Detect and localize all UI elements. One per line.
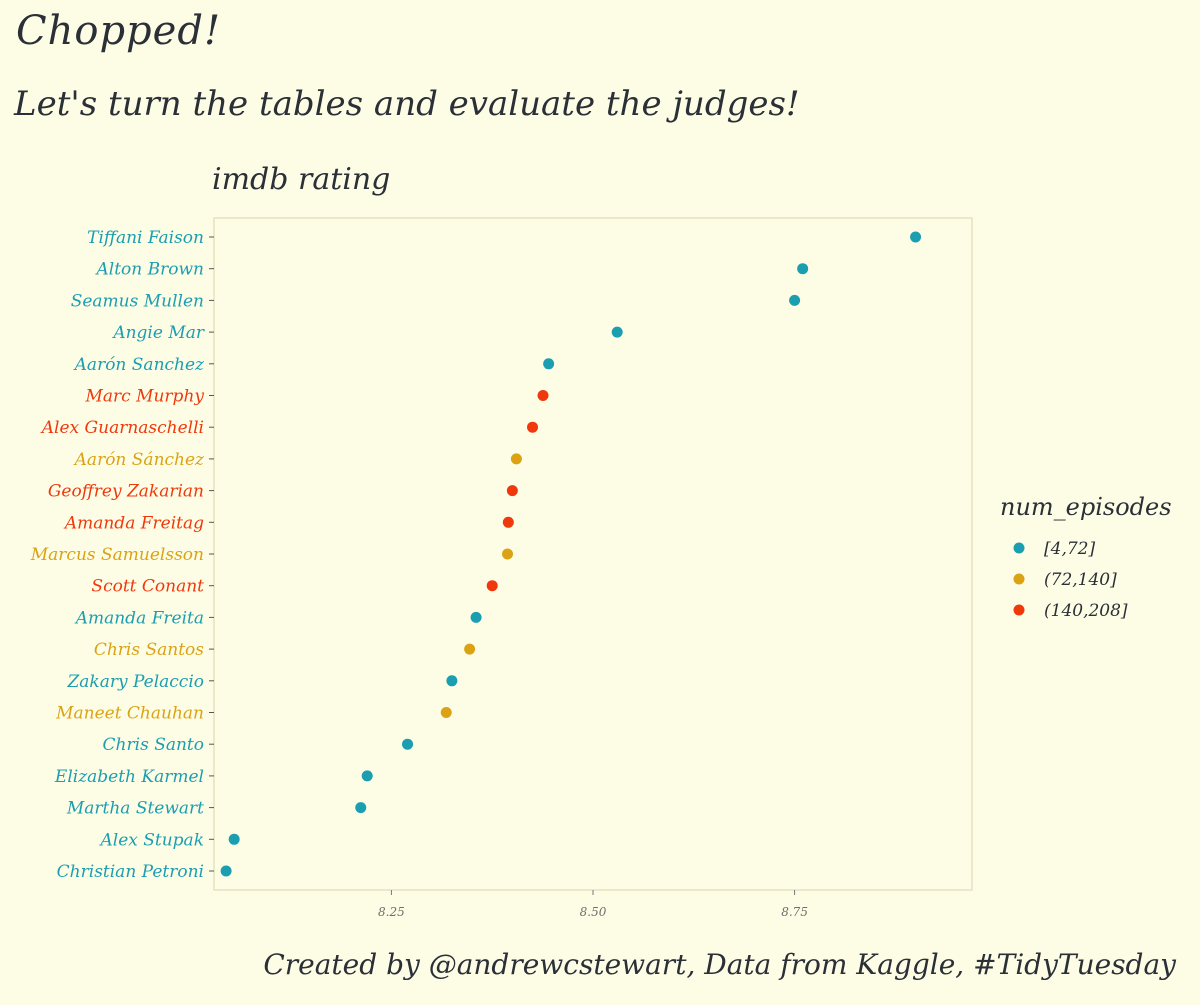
y-tick-label: Tiffani Faison bbox=[87, 228, 204, 248]
chart-title: Chopped! bbox=[16, 8, 222, 54]
legend-label: (72,140] bbox=[1044, 570, 1117, 590]
y-tick-label: Alton Brown bbox=[95, 260, 205, 280]
chart-caption: Created by @andrewcstewart, Data from Ka… bbox=[263, 948, 1176, 981]
y-tick-label: Aarón Sánchez bbox=[73, 450, 205, 470]
data-point bbox=[789, 294, 801, 306]
data-point bbox=[611, 326, 623, 338]
data-points bbox=[220, 231, 922, 877]
y-tick-label: Marc Murphy bbox=[84, 387, 204, 407]
y-tick-label: Martha Stewart bbox=[66, 799, 204, 819]
y-tick-label: Seamus Mullen bbox=[71, 291, 204, 311]
legend-label: [4,72] bbox=[1044, 539, 1095, 559]
x-tick-label: 8.75 bbox=[781, 905, 808, 919]
y-tick-label: Scott Conant bbox=[91, 577, 204, 597]
data-point bbox=[464, 643, 476, 655]
legend-key bbox=[1013, 573, 1025, 585]
data-point bbox=[502, 516, 514, 528]
y-tick-label: Aarón Sanchez bbox=[73, 355, 205, 375]
legend-title: num_episodes bbox=[1000, 493, 1172, 521]
data-point bbox=[527, 421, 539, 433]
y-tick-label: Amanda Freita bbox=[74, 608, 204, 628]
x-axis-ticks: 8.25 8.50 8.75 bbox=[378, 890, 808, 919]
legend: num_episodes [4,72] (72,140] (140,208] bbox=[1000, 493, 1172, 621]
x-axis-title: imdb rating bbox=[212, 162, 390, 197]
y-tick-label: Elizabeth Karmel bbox=[54, 767, 204, 787]
legend-key bbox=[1013, 542, 1025, 554]
y-tick-label: Marcus Samuelsson bbox=[30, 545, 204, 565]
data-point bbox=[543, 358, 555, 370]
y-tick-label: Alex Guarnaschelli bbox=[40, 418, 204, 438]
y-axis-ticks bbox=[209, 236, 214, 872]
y-tick-label: Zakary Pelaccio bbox=[66, 672, 204, 692]
data-point bbox=[470, 611, 482, 623]
legend-label: (140,208] bbox=[1044, 601, 1128, 621]
data-point bbox=[440, 707, 452, 718]
data-point bbox=[510, 453, 522, 465]
data-point bbox=[797, 263, 809, 275]
y-tick-label: Geoffrey Zakarian bbox=[48, 482, 204, 502]
data-point bbox=[361, 770, 373, 782]
x-tick-label: 8.25 bbox=[378, 905, 405, 919]
y-tick-label: Alex Stupak bbox=[98, 830, 204, 850]
x-tick-label: 8.50 bbox=[580, 905, 607, 919]
y-tick-label: Amanda Freitag bbox=[63, 513, 204, 533]
y-tick-label: Maneet Chauhan bbox=[55, 704, 204, 724]
y-tick-label: Chris Santo bbox=[103, 735, 204, 755]
data-point bbox=[537, 390, 549, 401]
data-point bbox=[220, 865, 232, 877]
plot-panel bbox=[213, 217, 973, 891]
data-point bbox=[502, 548, 514, 560]
y-tick-label: Christian Petroni bbox=[57, 862, 204, 882]
data-point bbox=[910, 231, 922, 243]
data-point bbox=[486, 580, 498, 592]
data-point bbox=[228, 833, 240, 845]
data-point bbox=[402, 738, 414, 750]
y-axis-labels: Tiffani Faison Alton Brown Seamus Mullen An… bbox=[30, 228, 205, 882]
y-tick-label: Angie Mar bbox=[111, 323, 205, 343]
legend-key bbox=[1013, 604, 1025, 616]
chart-subtitle: Let's turn the tables and evaluate the j… bbox=[14, 84, 800, 124]
data-point bbox=[506, 485, 518, 497]
data-point bbox=[355, 802, 367, 814]
y-tick-label: Chris Santos bbox=[94, 640, 204, 660]
data-point bbox=[446, 675, 458, 687]
